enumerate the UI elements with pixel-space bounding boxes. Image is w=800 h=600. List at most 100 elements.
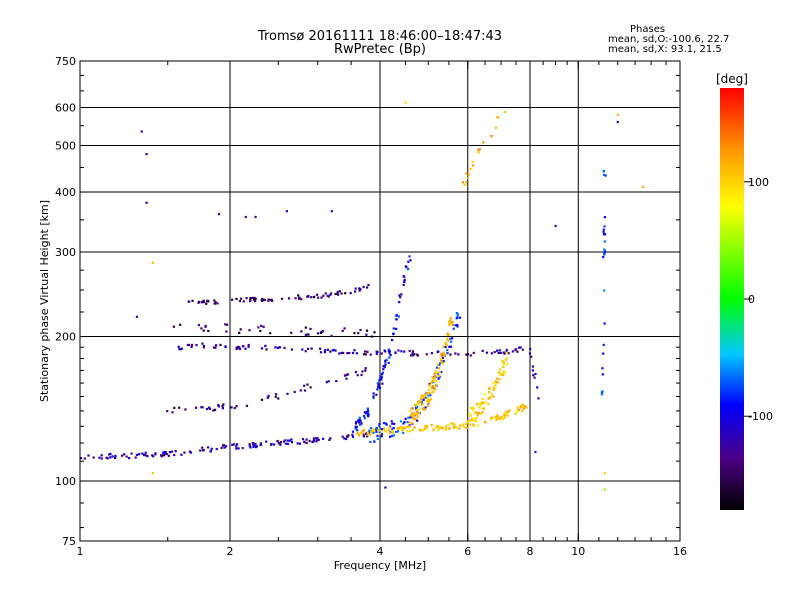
echo-point [134,456,137,459]
echo-point [442,360,445,363]
echo-point [166,410,169,413]
echo-point [456,313,460,316]
x-tick-label: 1 [77,545,84,558]
echo-point [324,292,327,295]
echo-point [461,181,465,184]
echo-point [233,407,236,410]
echo-point [267,299,270,302]
echo-point [416,419,419,422]
echo-point [479,401,482,404]
echo-point [376,351,379,354]
echo-point [200,406,203,409]
echo-point [300,330,303,333]
echo-point [330,210,333,213]
echo-point [444,428,447,431]
echo-point [298,296,301,299]
echo-point [306,333,309,336]
echo-point [488,387,491,390]
echo-point [504,110,507,114]
echo-point [452,426,455,429]
echo-point [322,330,325,333]
echo-point [233,443,236,446]
echo-point [240,297,243,300]
echo-point [389,435,392,438]
echo-point [531,365,534,368]
echo-point [320,296,323,299]
echo-point [478,148,481,151]
echo-point [472,351,475,354]
echo-point [303,389,307,392]
echo-point [456,315,459,318]
echo-point [495,377,499,380]
echo-point [383,349,386,352]
echo-point [324,349,327,352]
echo-point [274,395,277,398]
echo-point [351,435,355,438]
echo-point [423,408,426,411]
echo-point [397,349,400,352]
echo-point [488,391,491,394]
echo-point [517,346,521,349]
echo-point [492,386,496,389]
echo-point [602,256,605,259]
echo-point [495,126,498,129]
echo-point [245,297,248,300]
echo-point [362,433,365,436]
echo-point [162,454,166,457]
echo-point [446,352,449,355]
echo-point [429,394,432,397]
grid-lines [80,61,680,541]
echo-point [214,301,217,304]
echo-point [341,435,344,438]
echo-point [537,397,540,400]
echo-point [435,383,438,387]
echo-point [319,331,322,334]
echo-point [432,428,435,431]
echo-point [290,331,293,334]
echo-point [446,349,449,352]
echo-point [210,447,213,450]
echo-point [341,329,344,332]
echo-point [367,283,370,287]
echo-point [404,101,407,104]
echo-point [430,352,433,355]
echo-point [440,361,443,364]
echo-point [340,292,343,295]
echo-point [364,353,367,356]
echo-point [414,403,417,406]
echo-point [387,428,390,431]
echo-point [496,417,499,420]
echo-point [413,426,416,429]
echo-point [507,352,510,355]
echo-point [170,450,174,453]
echo-point [450,320,453,324]
echo-point [351,433,354,436]
echo-point [244,347,247,350]
echo-point [398,294,401,297]
echo-point [522,405,525,408]
echo-point [365,410,368,414]
echo-point [230,406,233,409]
echo-point [384,359,387,362]
echo-point [239,347,242,350]
echo-point [334,349,337,352]
echo-point [603,216,606,219]
echo-point [138,453,141,456]
echo-point [242,300,245,303]
echo-point [317,438,320,441]
echo-point [450,340,453,343]
echo-point [276,439,279,443]
echo-point [249,300,252,303]
echo-point [491,417,495,420]
echo-point [290,441,294,444]
echo-point [338,290,341,293]
echo-point [411,350,415,353]
echo-point [554,224,557,228]
echo-point [164,451,167,454]
echo-point [79,457,83,460]
echo-point [490,393,493,396]
echo-point [433,387,436,391]
echo-points [79,101,645,491]
echo-point [316,332,320,335]
echo-point [254,443,257,446]
